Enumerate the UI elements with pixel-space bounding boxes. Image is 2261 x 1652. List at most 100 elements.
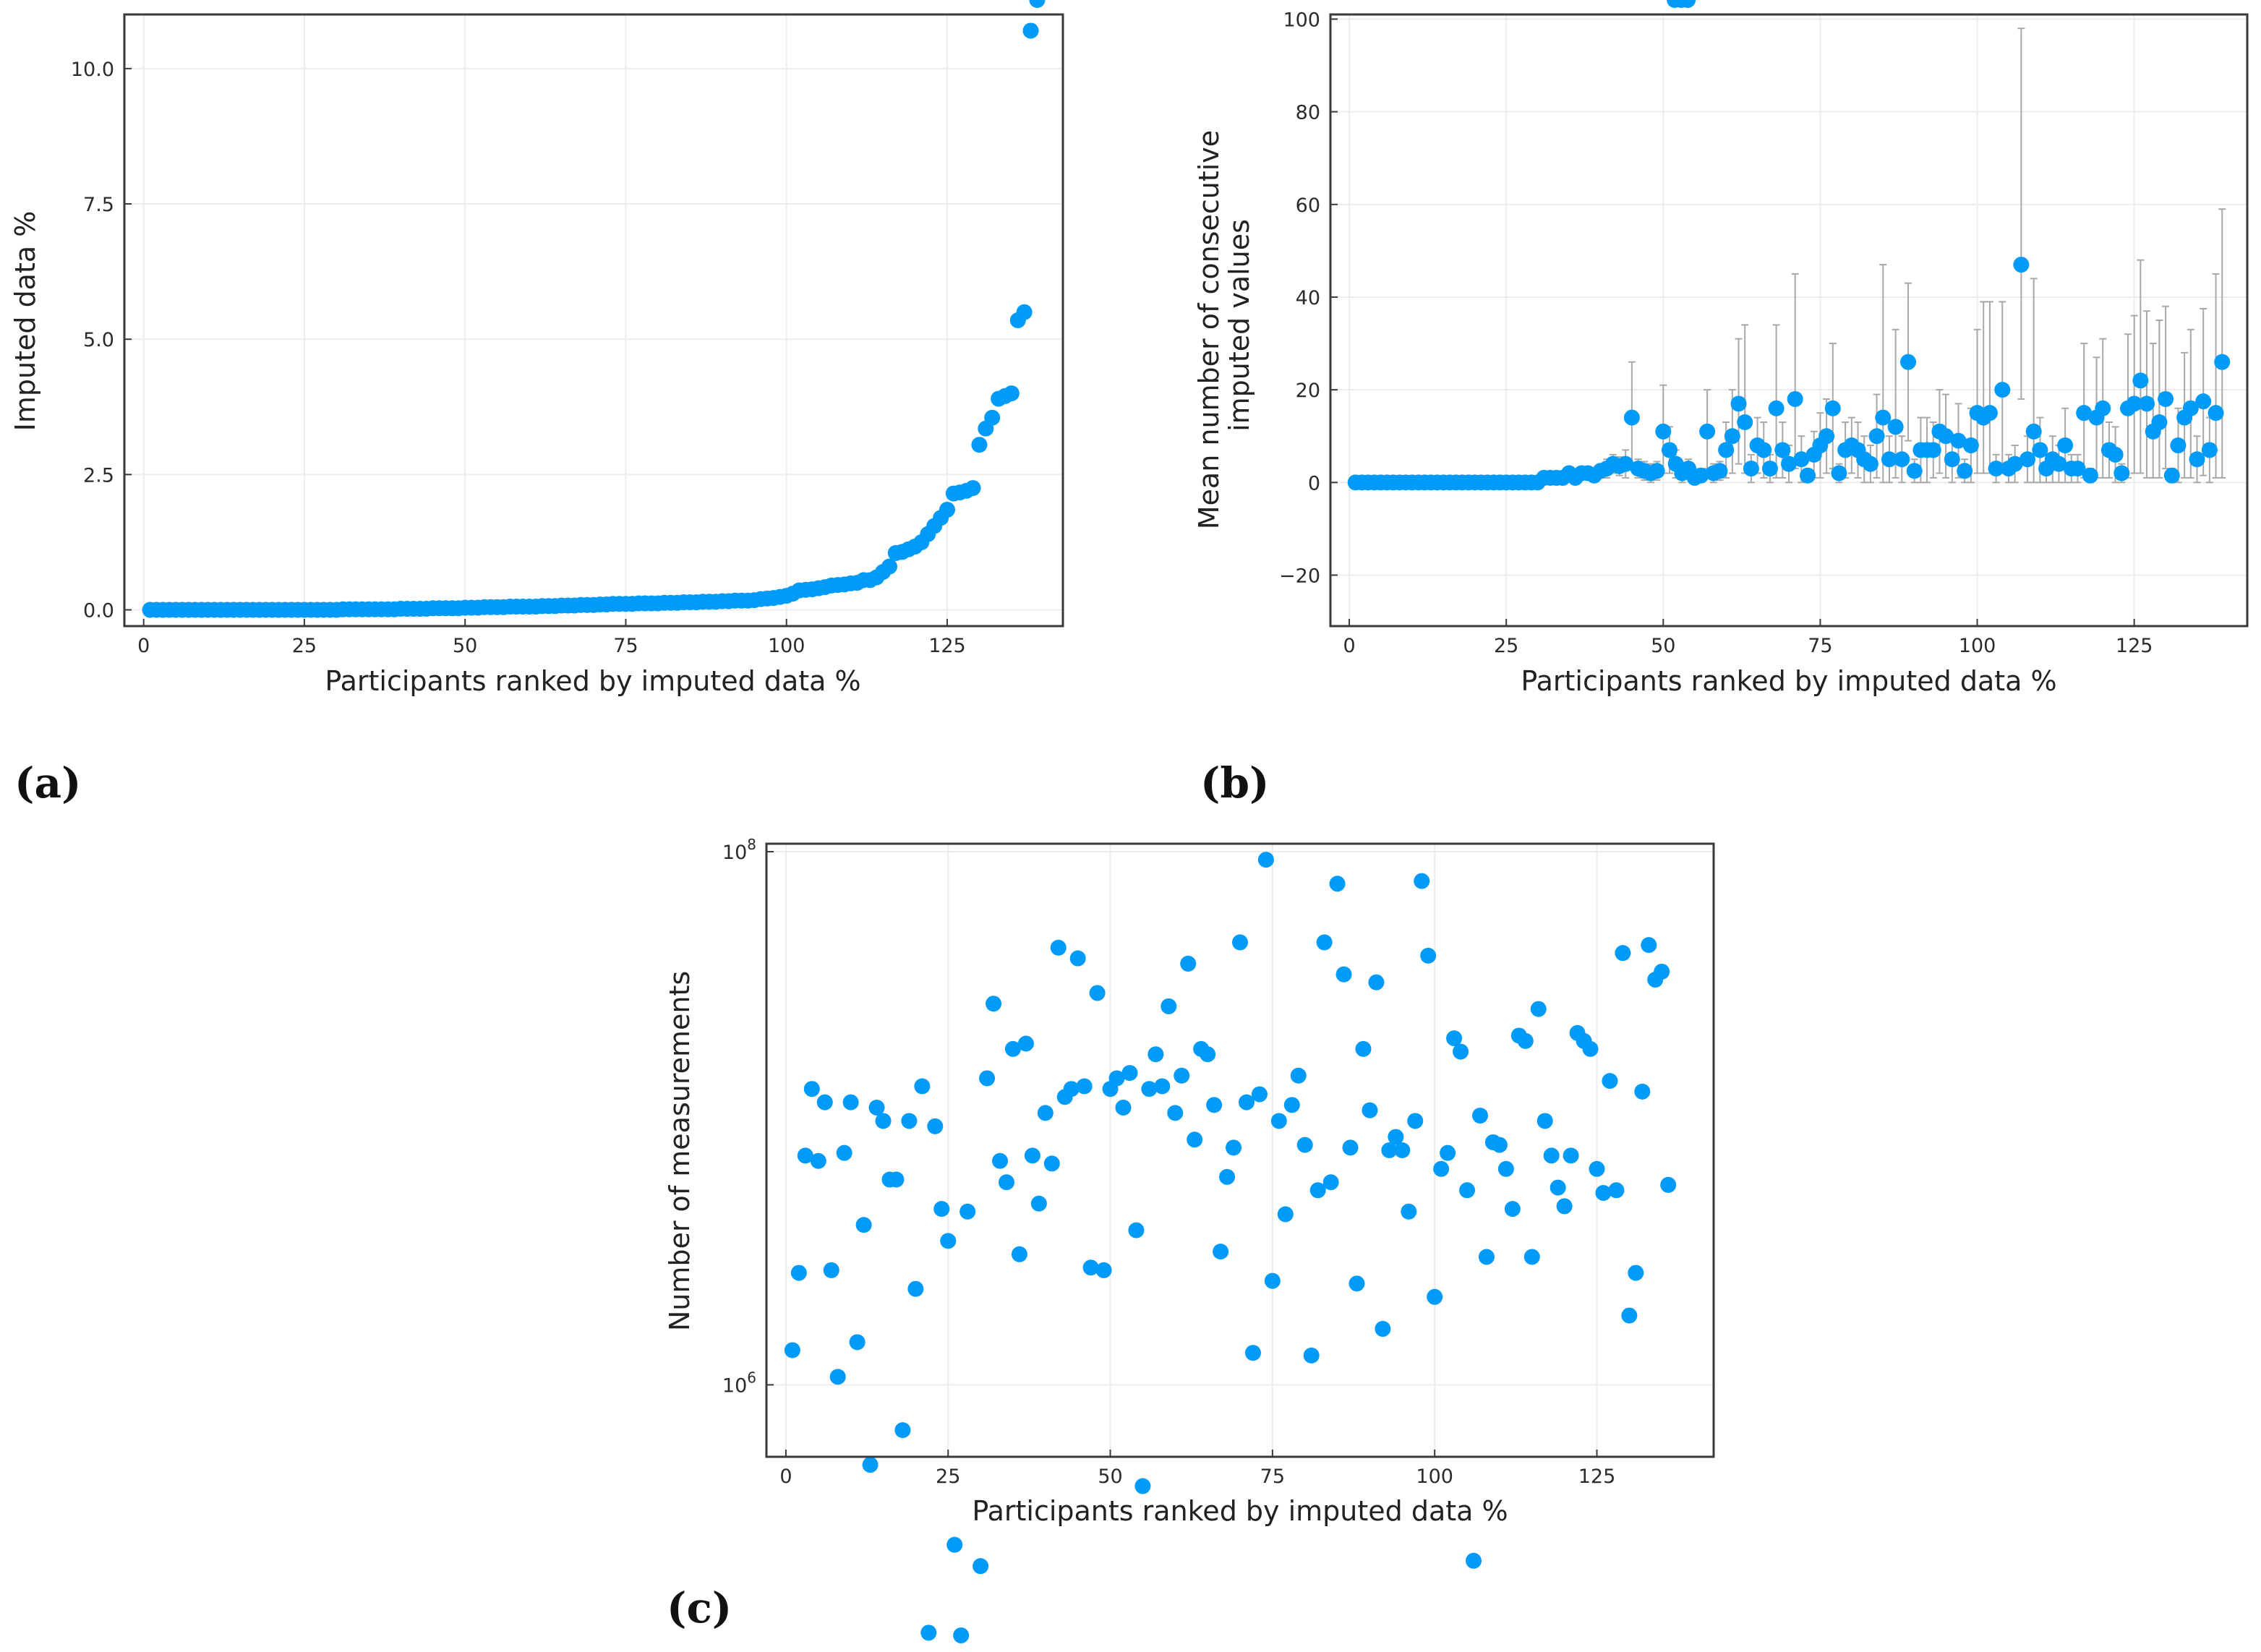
x-tick-label-a: 75 xyxy=(613,635,638,657)
data-point xyxy=(1309,1182,1326,1199)
data-point xyxy=(1950,432,1967,449)
panel-label-b: (b) xyxy=(1200,758,1269,808)
data-point xyxy=(1251,1086,1268,1103)
data-point xyxy=(1724,428,1740,445)
data-point xyxy=(1349,1275,1365,1292)
x-tick-label-c: 125 xyxy=(1578,1465,1616,1488)
data-point xyxy=(2139,395,2155,412)
data-point xyxy=(790,1264,807,1281)
y-axis-label-b-line1: Mean number of consecutive xyxy=(1193,130,1225,529)
data-point xyxy=(1174,1067,1190,1084)
data-point xyxy=(1355,1040,1372,1057)
data-point xyxy=(1582,1040,1599,1057)
y-tick-label-a: 7.5 xyxy=(83,194,114,216)
data-point xyxy=(1089,985,1106,1001)
data-point xyxy=(2025,423,2042,440)
data-point xyxy=(1296,1137,1313,1153)
data-point xyxy=(1238,1094,1255,1110)
x-tick-label-b: 75 xyxy=(1808,635,1832,657)
data-point xyxy=(901,1113,918,1129)
data-point xyxy=(2019,451,2036,468)
data-point xyxy=(855,1217,872,1233)
data-point xyxy=(920,1625,937,1641)
data-point xyxy=(1906,463,1923,479)
data-point xyxy=(1362,1102,1378,1118)
data-point xyxy=(1283,1097,1300,1113)
data-point xyxy=(1414,873,1430,889)
data-point xyxy=(1962,437,1979,454)
data-point xyxy=(1440,1144,1456,1161)
data-point xyxy=(1761,461,1778,477)
y-axis-label-c: Number of measurements xyxy=(664,971,696,1331)
data-point xyxy=(1793,451,1810,468)
x-tick-label-a: 125 xyxy=(928,635,966,657)
x-tick-label-a: 25 xyxy=(292,635,317,657)
data-point xyxy=(1641,937,1657,954)
y-axis-label-b-line2: imputed values xyxy=(1223,219,1255,432)
data-point xyxy=(907,1280,924,1297)
data-point xyxy=(1161,998,1177,1014)
data-point xyxy=(1478,1249,1495,1265)
data-point xyxy=(803,1081,820,1097)
data-point xyxy=(1115,1100,1132,1116)
data-point xyxy=(894,1422,911,1439)
data-point xyxy=(1900,354,1917,370)
data-point xyxy=(2170,437,2187,454)
data-point xyxy=(1680,0,1696,8)
data-point xyxy=(1543,1147,1560,1164)
data-point xyxy=(1957,463,1973,479)
data-point xyxy=(2051,455,2067,472)
data-point xyxy=(1774,442,1791,458)
data-point xyxy=(1875,409,1892,426)
data-point xyxy=(1944,451,1960,468)
plot-frame-a xyxy=(123,13,1064,628)
plot-frame-c xyxy=(765,842,1715,1458)
data-point xyxy=(1011,1246,1027,1262)
x-tick-label-c: 25 xyxy=(936,1465,960,1488)
x-tick-label-a: 50 xyxy=(453,635,477,657)
y-tick-label-c: 106 xyxy=(722,1369,756,1397)
data-point xyxy=(1446,1030,1463,1047)
data-point xyxy=(1368,974,1385,990)
y-tick-label-b: −20 xyxy=(1279,565,1320,588)
data-point xyxy=(979,1070,996,1087)
data-point xyxy=(1290,1067,1307,1084)
data-point xyxy=(1213,1244,1229,1260)
data-point xyxy=(1628,1264,1644,1281)
data-point xyxy=(1206,1097,1223,1113)
x-axis-label-a: Participants ranked by imputed data % xyxy=(325,665,860,697)
panel-label-c: (c) xyxy=(667,1583,732,1632)
data-point xyxy=(2207,405,2224,421)
data-point xyxy=(1787,390,1803,407)
data-point xyxy=(1589,1160,1605,1177)
data-point xyxy=(1699,423,1716,440)
data-point xyxy=(1329,876,1346,892)
data-point xyxy=(2113,465,2130,482)
data-point xyxy=(2126,395,2142,412)
data-point xyxy=(829,1369,846,1385)
data-point xyxy=(1550,1179,1566,1196)
data-point xyxy=(2032,442,2048,458)
data-point xyxy=(971,437,988,453)
x-tick-label-a: 0 xyxy=(137,635,150,657)
data-point xyxy=(1693,467,1709,484)
data-point xyxy=(881,558,897,575)
data-point xyxy=(1121,1065,1138,1082)
data-point xyxy=(842,1094,859,1110)
data-point xyxy=(1621,1307,1638,1324)
data-point xyxy=(2006,455,2023,472)
data-point xyxy=(836,1144,852,1161)
data-point xyxy=(1602,1073,1618,1090)
data-point xyxy=(1661,442,1677,458)
data-point xyxy=(1718,442,1735,458)
chart-c: 0 25 50 75 100 125 106 108 Participants ranked … xyxy=(664,0,1715,1644)
data-point xyxy=(1894,451,1910,468)
data-point xyxy=(1868,428,1885,445)
data-point xyxy=(1608,1182,1625,1199)
data-point xyxy=(1154,1078,1171,1095)
y-tick-label-b: 60 xyxy=(1296,194,1320,217)
data-point xyxy=(2095,400,2111,416)
data-point xyxy=(1082,1259,1099,1276)
data-point xyxy=(1737,414,1753,430)
